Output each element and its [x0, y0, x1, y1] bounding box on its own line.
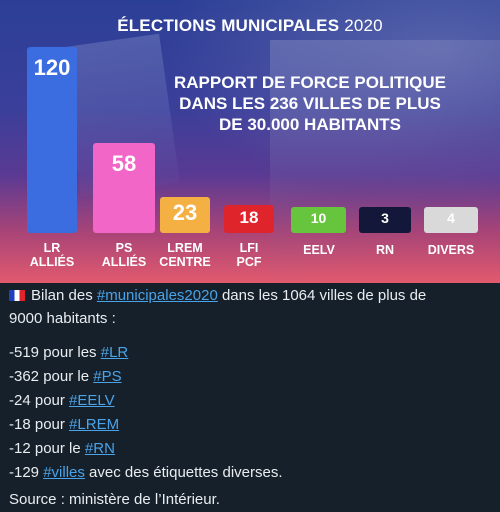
bar-label-divers: DIVERS: [427, 243, 475, 257]
tweet-item-ps: -362 pour le #PS: [9, 368, 122, 385]
france-flag-icon: [9, 290, 25, 301]
hashtag-municipales2020[interactable]: #municipales2020: [96, 287, 218, 304]
bar-label-lfi: LFI PCF: [236, 241, 262, 269]
bar-label-rn: RN: [375, 243, 395, 257]
tweet-item-lr: -519 pour les #LR: [9, 344, 129, 361]
infographic-subtitle: RAPPORT DE FORCE POLITIQUE DANS LES 236 …: [160, 72, 460, 135]
subtitle-line-2: DANS LES 236 VILLES DE PLUS: [179, 94, 441, 113]
background-photo-hand: [270, 40, 500, 280]
subtitle-line-1: RAPPORT DE FORCE POLITIQUE: [173, 73, 447, 92]
bar-value-lfi: 18: [239, 208, 259, 227]
hashtag-lr[interactable]: #LR: [100, 344, 129, 361]
bar-value-ps: 58: [111, 151, 137, 176]
bar-value-eelv: 10: [310, 210, 327, 226]
bar-ps: 58: [93, 143, 155, 233]
bar-label-lr: LR ALLIÉS: [29, 241, 75, 269]
bar-label-lrem: LREM CENTRE: [159, 241, 211, 269]
tweet-item-villes: -129 #villes avec des étiquettes diverse…: [9, 464, 283, 481]
hashtag-villes[interactable]: #villes: [43, 464, 85, 481]
tweet-text: Bilan des #municipales2020 dans les 1064…: [0, 283, 500, 510]
hashtag-eelv[interactable]: #EELV: [69, 392, 115, 409]
election-infographic: ÉLECTIONS MUNICIPALES 2020 RAPPORT DE FO…: [0, 0, 500, 283]
bar-label-ps: PS ALLIÉS: [101, 241, 147, 269]
bar-value-lr: 120: [33, 55, 71, 80]
tweet-item-rn: -12 pour le #RN: [9, 440, 115, 457]
bar-lfi: 18: [224, 205, 274, 233]
bar-value-lrem: 23: [172, 200, 198, 225]
tweet-source: Source : ministère de l’Intérieur.: [9, 491, 220, 508]
bar-rn: 3: [359, 207, 411, 233]
tweet-item-eelv: -24 pour #EELV: [9, 392, 115, 409]
bar-value-divers: 4: [447, 210, 455, 226]
subtitle-line-3: DE 30.000 HABITANTS: [218, 115, 401, 134]
hashtag-rn[interactable]: #RN: [84, 440, 115, 457]
tweet-item-lrem: -18 pour #LREM: [9, 416, 120, 433]
infographic-title: ÉLECTIONS MUNICIPALES 2020: [117, 16, 383, 35]
tweet-line-intro: Bilan des #municipales2020 dans les 1064…: [9, 284, 426, 308]
bar-eelv: 10: [291, 207, 346, 233]
bar-lrem: 23: [160, 197, 210, 233]
hashtag-lrem[interactable]: #LREM: [69, 416, 120, 433]
bar-label-eelv: EELV: [303, 243, 335, 257]
tweet-line-intro-2: 9000 habitants :: [9, 310, 116, 327]
bar-divers: 4: [424, 207, 478, 233]
bar-value-rn: 3: [381, 210, 389, 226]
bar-lr: 120: [27, 47, 77, 233]
hashtag-ps[interactable]: #PS: [93, 368, 122, 385]
